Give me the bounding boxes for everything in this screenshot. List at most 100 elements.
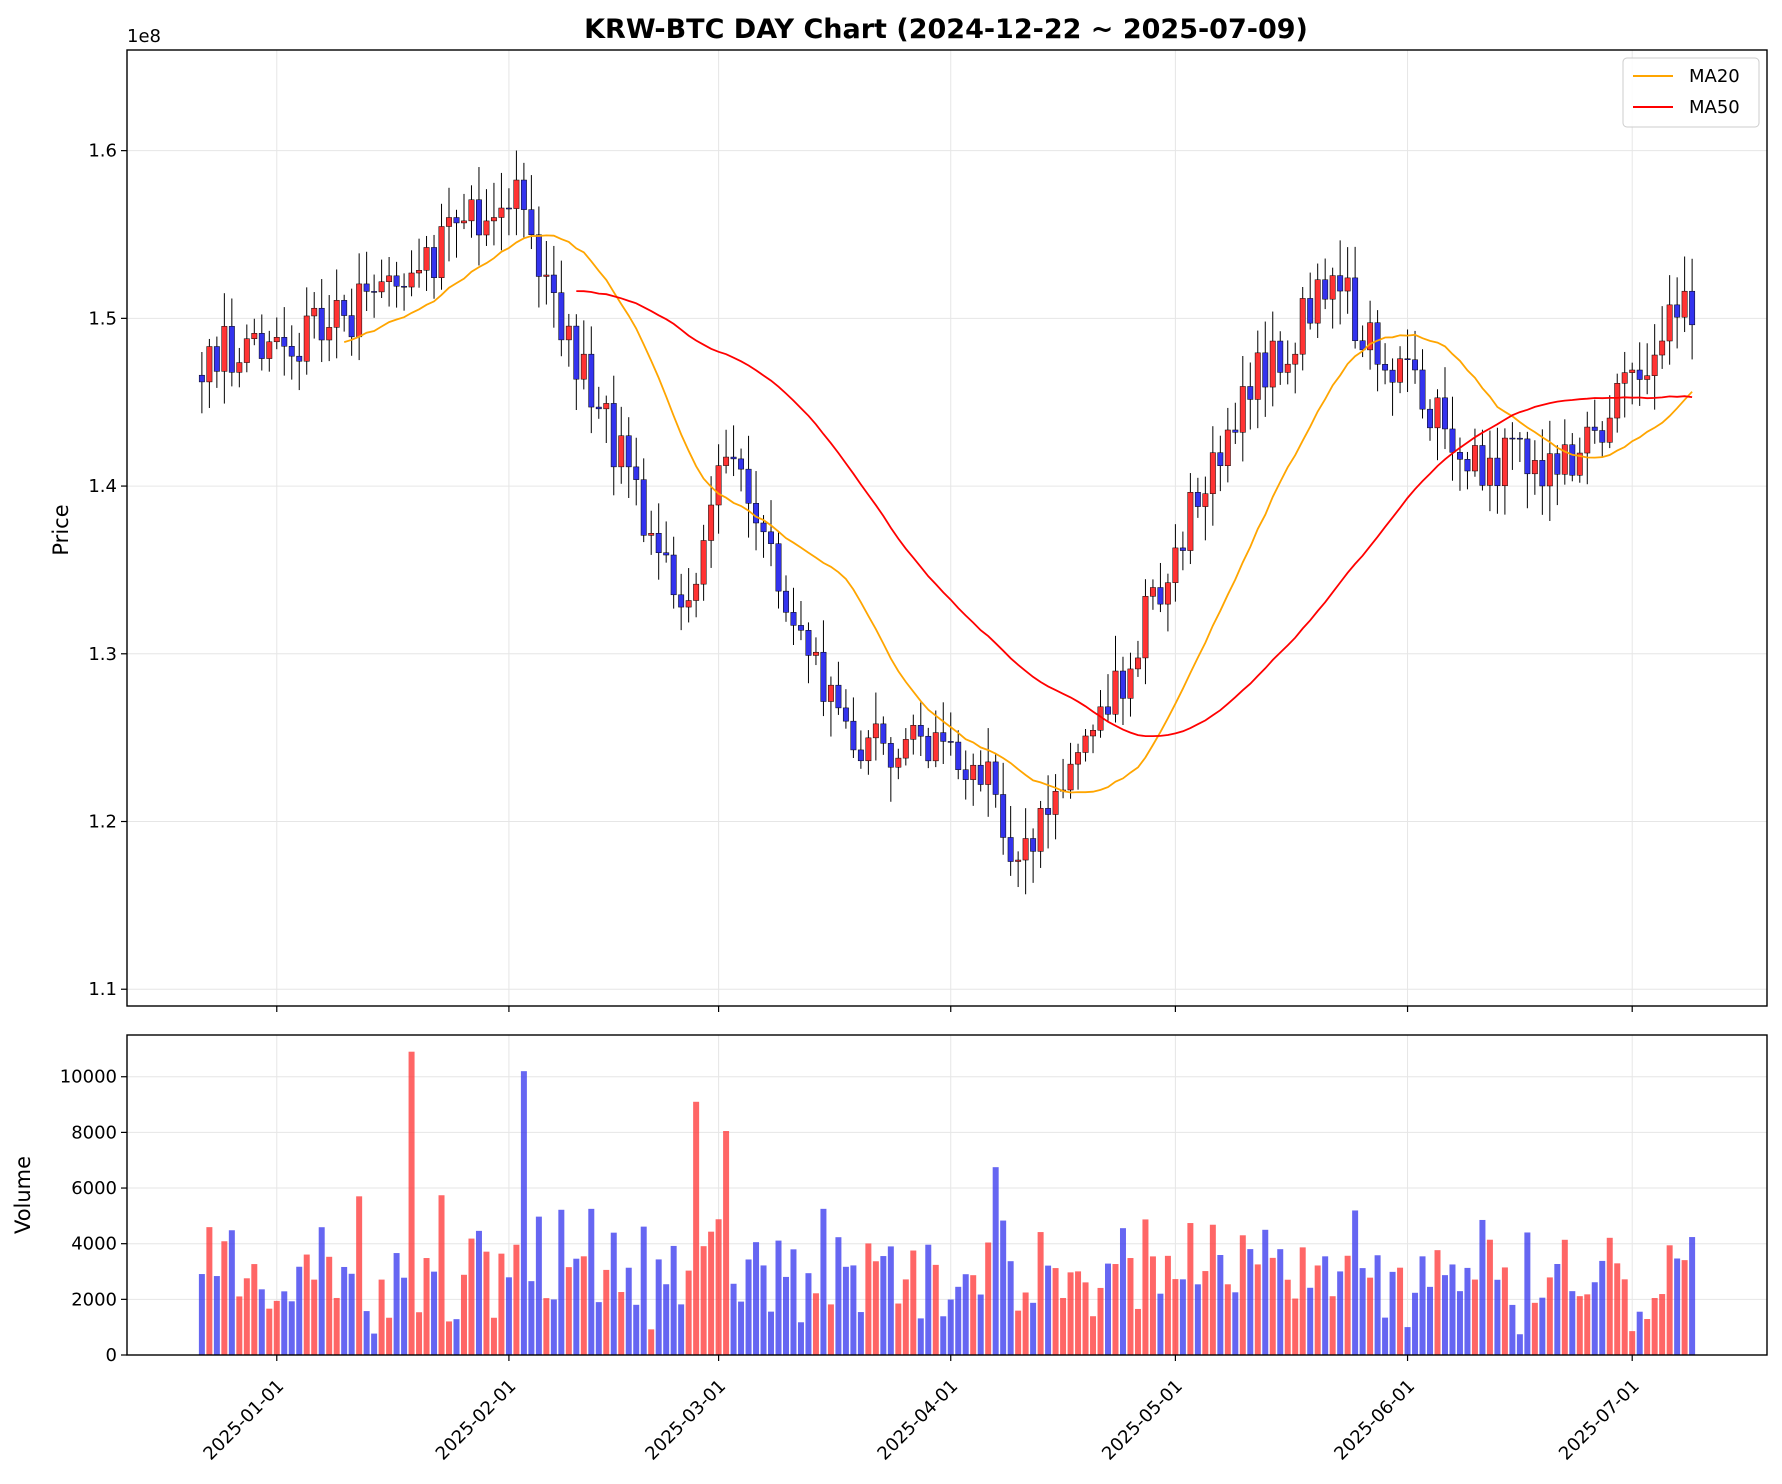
candle-body [416,270,423,274]
volume-bar [1030,1302,1037,1355]
candle-body [827,684,834,702]
volume-bar [872,1261,879,1355]
volume-bar [1172,1279,1179,1355]
volume-bar [992,1167,999,1355]
volume-bar [1142,1219,1149,1355]
candle-body [1299,298,1306,355]
candle-body [865,737,872,762]
candle-body [311,307,318,317]
volume-bar [1456,1291,1463,1355]
volume-bar [1561,1239,1568,1355]
volume-bar [423,1258,430,1355]
volume-bar [693,1101,700,1355]
volume-bar [1052,1268,1059,1355]
candle-body [640,479,647,536]
volume-bar [753,1242,760,1355]
volume-bar [1060,1297,1067,1355]
candle-body [768,531,774,544]
candle-body [296,355,303,362]
volume-bar [236,1296,243,1355]
candle-body [1412,359,1418,371]
volume-bar [550,1299,557,1355]
candle-body [1374,322,1381,365]
volume-bar [708,1231,715,1355]
candle-body [678,594,685,608]
volume-bar [535,1216,542,1355]
candle-body [1337,275,1344,292]
volume-bar [460,1274,467,1355]
volume-bar [1659,1294,1666,1355]
candle-body [476,199,482,236]
price-y-tick-label: 1.5 [88,308,117,329]
candle-body [940,732,947,742]
volume-bar [1187,1223,1194,1355]
volume-bar [348,1273,355,1355]
volume-bar [1494,1279,1501,1355]
volume-y-tick-label: 4000 [71,1234,117,1255]
candle-body [992,761,999,795]
volume-bar [1501,1267,1508,1355]
price-x-ticks [276,1006,1633,1012]
volume-bar [1674,1258,1681,1355]
candle-body [700,540,707,585]
volume-bar [902,1279,909,1355]
volume-bar [1419,1256,1426,1355]
volume-bar [1209,1224,1216,1355]
candle-body [708,504,715,541]
candle-body [753,503,759,524]
volume-bar [513,1244,520,1355]
volume-bar [745,1259,752,1355]
candle-body [1142,596,1149,659]
candle-body [1614,383,1621,419]
candle-body [663,552,670,556]
candle-body [970,764,977,780]
volume-bar [333,1297,340,1355]
candle-body [1576,452,1583,476]
volume-bar [378,1279,385,1355]
candle-body [1546,453,1553,487]
candle-body [745,468,752,504]
price-y-ticks: 1.1 1.2 1.3 1.4 1.5 1.6 [88,141,127,1000]
volume-bar [296,1266,303,1355]
volume-bar [266,1308,273,1355]
candle-body [715,465,722,506]
volume-bar [1134,1308,1141,1355]
candle-body [356,283,363,338]
candle-body [932,732,939,762]
candle-body [1554,453,1561,475]
candle-body [1247,386,1254,400]
candle-body [1284,363,1291,373]
volume-bar [700,1246,707,1355]
volume-bar [1127,1258,1134,1355]
candle-body [1674,304,1681,318]
volume-bar [947,1299,954,1355]
candle-body [805,630,812,656]
volume-bar [1015,1310,1022,1355]
candle-body [408,272,415,288]
candle-body [580,353,587,380]
candle-body [1314,279,1321,324]
volume-bar [1554,1263,1561,1355]
candle-body [648,533,655,536]
volume-bar [1164,1255,1171,1355]
candle-body [783,590,789,613]
volume-y-tick-label: 10000 [60,1067,117,1088]
volume-bar [1531,1302,1538,1355]
volume-bar [940,1316,947,1355]
candle-body [1659,340,1666,356]
volume-bar [1022,1292,1029,1355]
volume-bar [1524,1232,1531,1355]
volume-bar [1359,1268,1366,1355]
volume-bar [1157,1293,1164,1355]
price-axes-frame [126,49,1768,1007]
volume-bar [1389,1271,1396,1355]
candle-body [318,307,325,341]
volume-bar [1314,1265,1321,1355]
price-y-label: Price [49,504,73,555]
candle-body [1344,277,1351,292]
volume-bar [1546,1277,1553,1355]
candle-body [1666,304,1673,342]
volume-bar [1644,1319,1651,1355]
volume-bar [670,1245,677,1355]
